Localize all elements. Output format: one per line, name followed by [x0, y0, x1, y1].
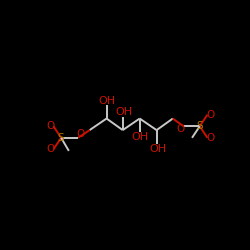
Text: O: O [46, 144, 54, 154]
Text: O: O [46, 121, 54, 131]
Text: S: S [196, 121, 203, 131]
Text: O: O [206, 110, 215, 120]
Text: OH: OH [116, 108, 133, 118]
Text: OH: OH [98, 96, 115, 106]
Text: O: O [176, 124, 184, 134]
Text: O: O [206, 133, 215, 143]
Text: O: O [76, 129, 84, 139]
Text: OH: OH [150, 144, 167, 154]
Text: OH: OH [131, 132, 148, 142]
Text: S: S [58, 133, 64, 143]
